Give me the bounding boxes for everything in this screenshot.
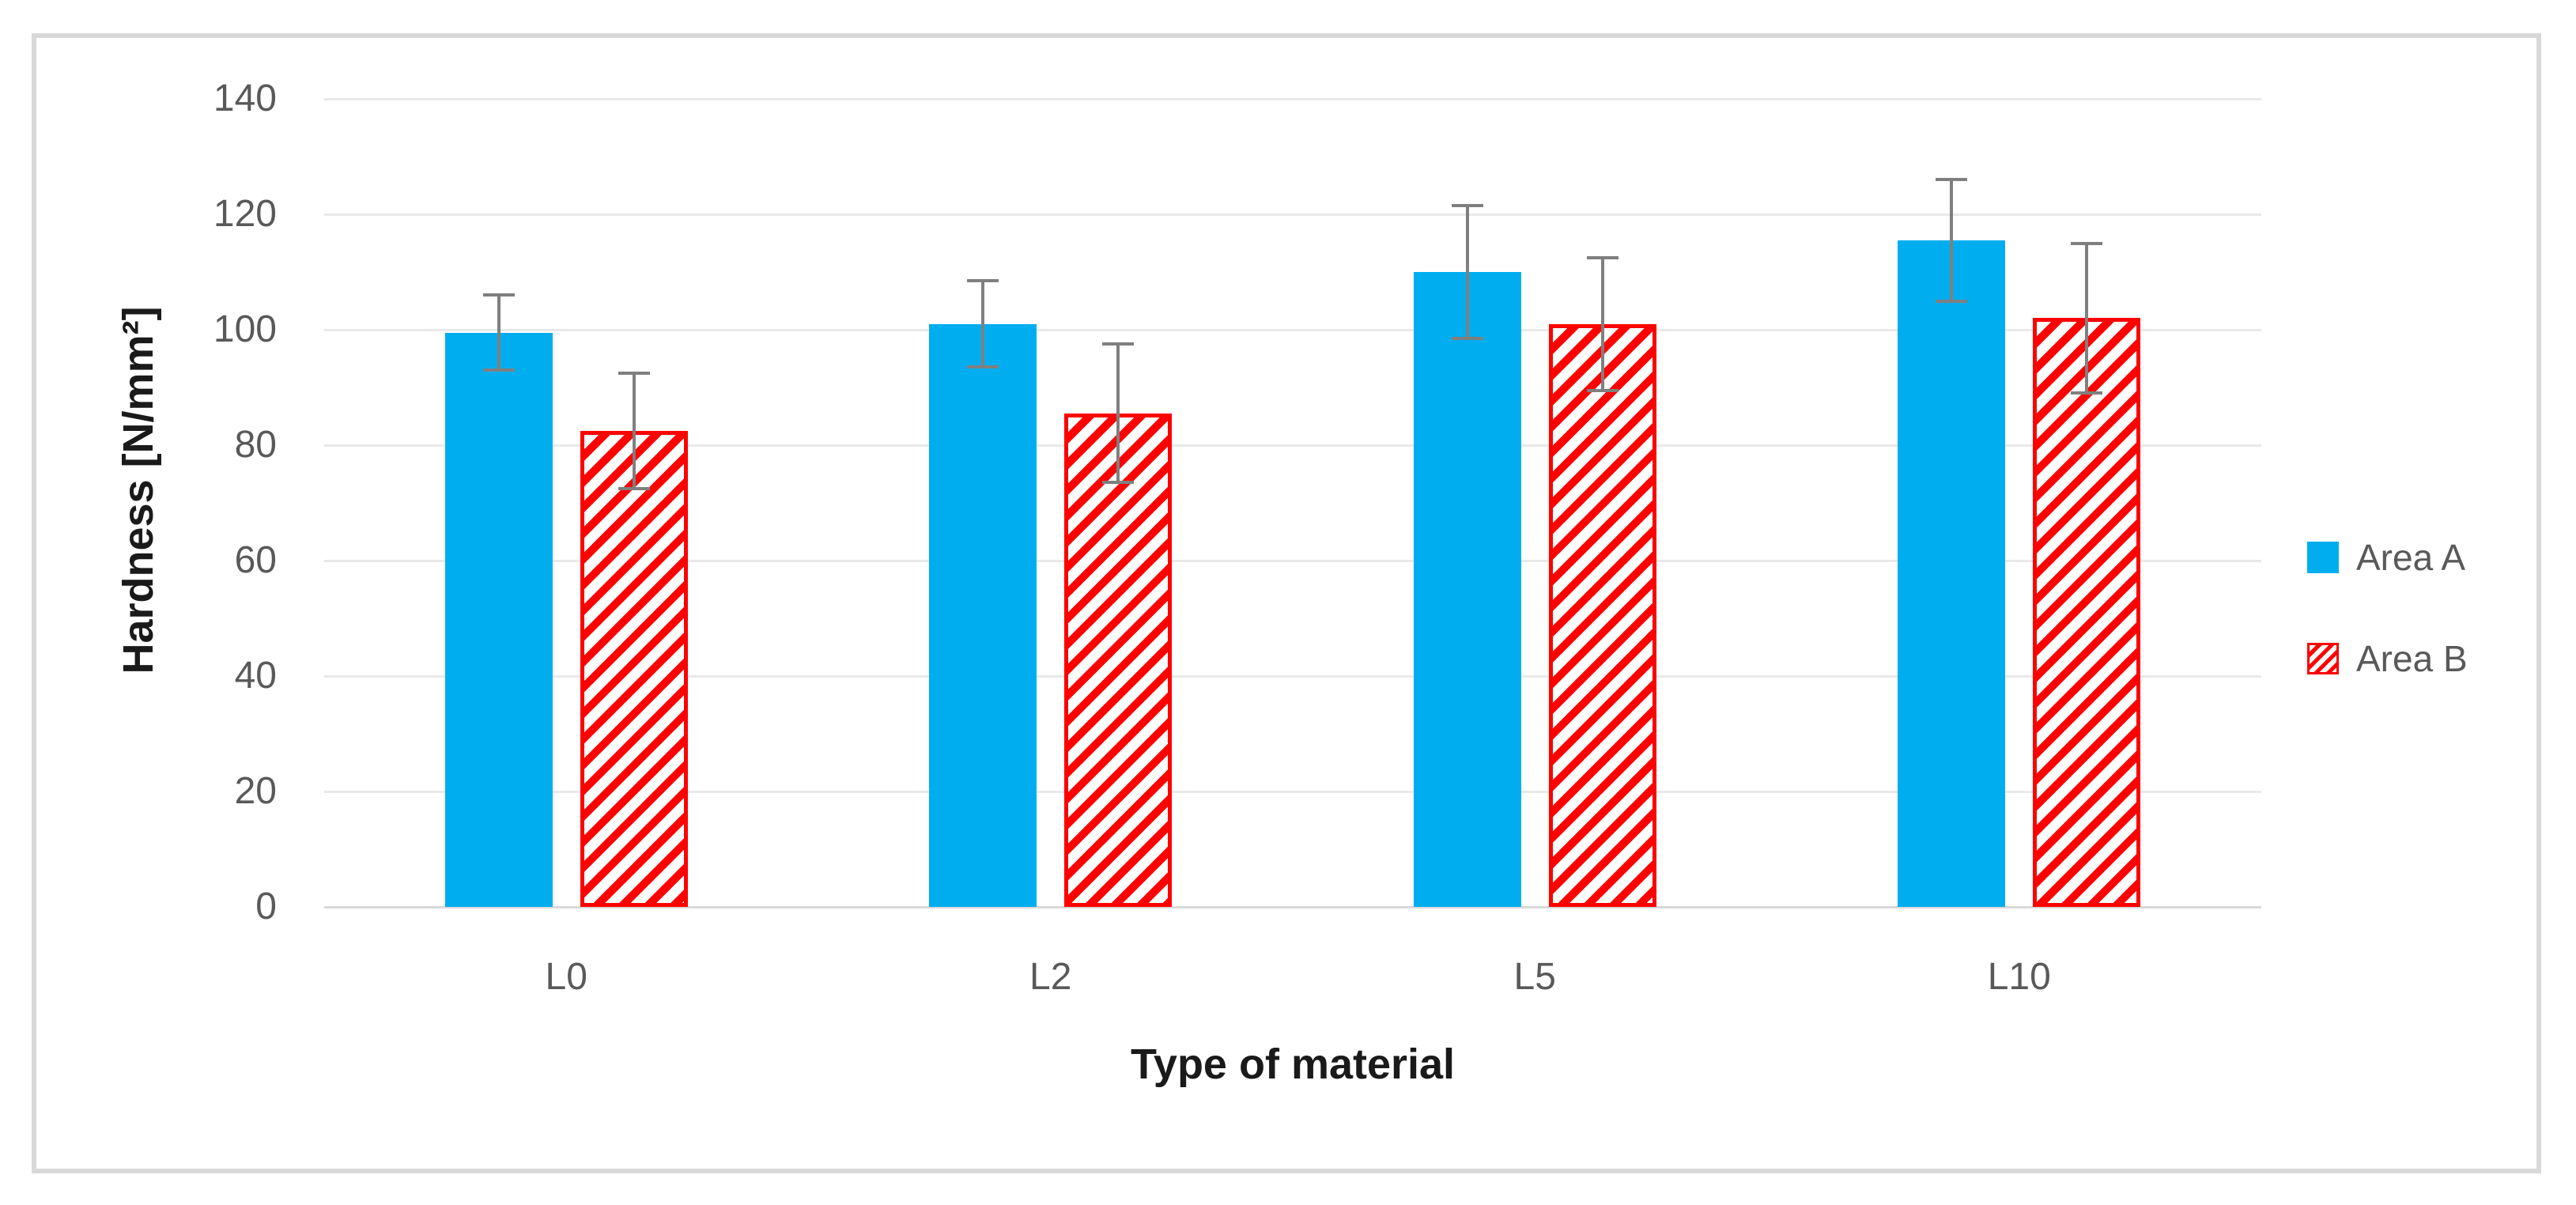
bar-area-b-l2 [1064, 413, 1173, 907]
error-bar-cap-top [1586, 255, 1618, 259]
error-bar-line [1465, 206, 1469, 338]
error-bar-cap-top [1102, 342, 1135, 346]
error-bar-cap-bottom [967, 365, 999, 369]
error-bar-line [2085, 243, 2089, 394]
y-tick-label-20: 20 [234, 770, 277, 812]
error-bar-cap-top [482, 293, 515, 297]
gridline-120 [324, 213, 2261, 216]
bar-area-b-l5 [1548, 323, 1656, 907]
error-bar-cap-bottom [2071, 391, 2103, 395]
y-axis-title: Hardness [N/mm²] [115, 306, 162, 674]
bar-area-b-l10 [2033, 318, 2141, 907]
gridline-100 [324, 328, 2261, 331]
legend-entry-area-b: Area B [2307, 640, 2468, 677]
x-tick-label-l10: L10 [1987, 956, 2051, 998]
legend-label-area-a: Area A [2356, 537, 2466, 578]
error-bar-cap-top [2071, 241, 2103, 245]
error-bar-line [981, 280, 985, 368]
error-bar-cap-bottom [1102, 481, 1135, 485]
error-bar-cap-top [618, 371, 650, 375]
error-bar-cap-top [1936, 178, 1968, 182]
error-bar-cap-bottom [618, 486, 650, 490]
legend: Area A Area B [2307, 539, 2468, 742]
bar-area-a-l5 [1413, 272, 1521, 907]
x-axis-title: Type of material [1130, 1041, 1456, 1088]
y-tick-label-80: 80 [234, 424, 277, 466]
legend-marker-area-a-icon [2307, 542, 2339, 573]
gridline-60 [324, 559, 2261, 562]
gridline-40 [324, 674, 2261, 678]
y-tick-label-40: 40 [234, 655, 277, 697]
error-bar-cap-top [1451, 204, 1483, 208]
y-tick-label-0: 0 [255, 886, 277, 927]
x-tick-label-l5: L5 [1513, 956, 1556, 998]
y-tick-label-140: 140 [213, 77, 277, 119]
y-tick-label-100: 100 [213, 308, 277, 350]
bar-area-b-l0 [580, 430, 688, 907]
legend-marker-area-b-icon [2307, 643, 2339, 674]
gridline-80 [324, 444, 2261, 447]
bar-area-a-l2 [929, 323, 1037, 907]
bar-area-a-l10 [1898, 240, 2006, 907]
error-bar-line [497, 295, 500, 371]
x-tick-label-l0: L0 [545, 956, 587, 998]
error-bar-cap-bottom [1936, 299, 1968, 303]
error-bar-cap-bottom [482, 368, 515, 372]
y-tick-label-120: 120 [213, 193, 277, 235]
error-bar-cap-bottom [1586, 388, 1618, 392]
error-bar-line [1600, 257, 1604, 391]
legend-label-area-b: Area B [2356, 638, 2468, 679]
error-bar-line [1116, 344, 1120, 483]
bar-area-a-l0 [444, 332, 553, 907]
x-tick-label-l2: L2 [1029, 956, 1072, 998]
error-bar-cap-top [967, 278, 999, 282]
legend-entry-area-a: Area A [2307, 539, 2468, 576]
gridline-140 [324, 97, 2261, 100]
gridline-0 [324, 905, 2261, 908]
error-bar-line [632, 372, 636, 489]
error-bar-cap-bottom [1451, 336, 1483, 340]
error-bar-line [1950, 179, 1954, 301]
gridline-20 [324, 790, 2261, 793]
y-tick-label-60: 60 [234, 539, 277, 581]
